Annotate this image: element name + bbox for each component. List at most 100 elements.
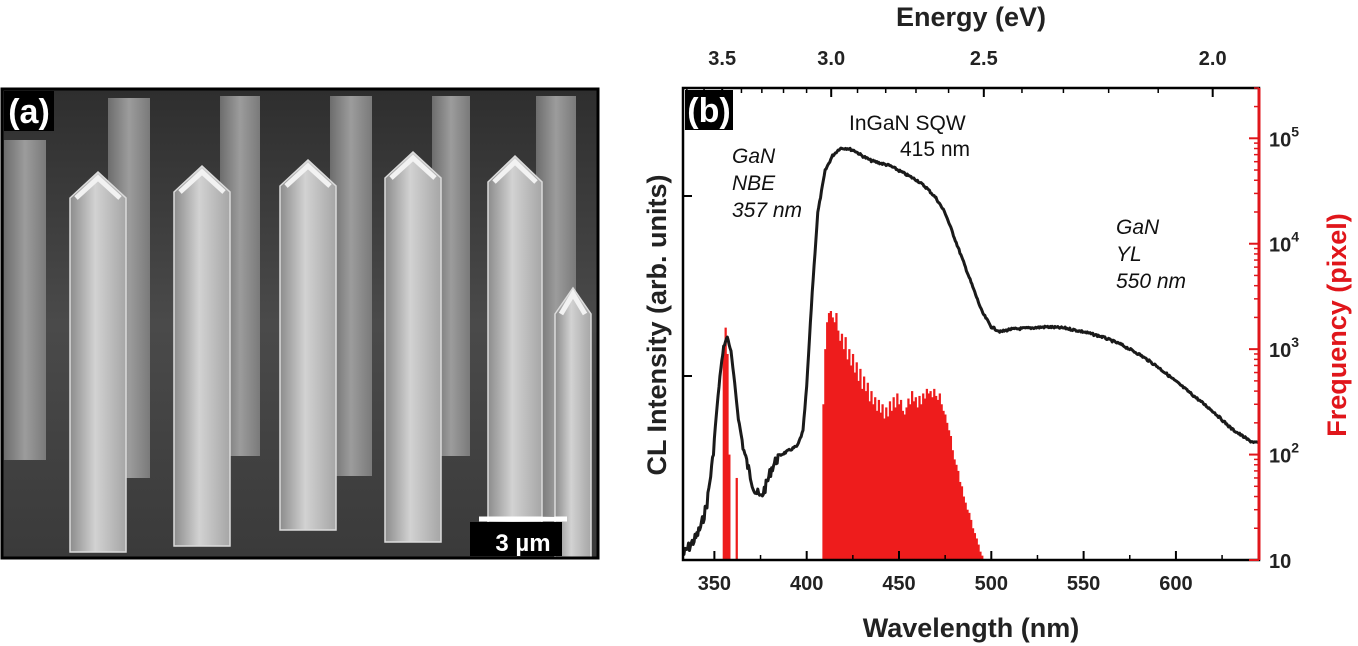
histogram-bar	[866, 382, 869, 560]
y2-tick-exponent: 3	[1291, 334, 1299, 350]
sem-pillar-tip	[492, 158, 538, 184]
annotation-sqw-line-2: 415 nm	[900, 138, 970, 161]
sem-pillar	[487, 154, 543, 547]
histogram-bar	[957, 470, 960, 560]
histogram-bar	[898, 404, 901, 560]
histogram-bar	[909, 404, 912, 560]
histogram-bar	[824, 349, 827, 560]
histogram-bar	[981, 555, 984, 560]
histogram-bar	[966, 509, 969, 560]
histogram-bar	[829, 311, 833, 560]
histogram-bar	[846, 359, 849, 560]
y2-tick-label: 105	[1269, 123, 1299, 151]
annotation-nbe-line-1: GaN	[732, 145, 776, 168]
y2-tick-exponent: 2	[1291, 440, 1299, 456]
y-axis-ticks	[683, 195, 692, 377]
sem-pillar-tip	[284, 162, 332, 188]
histogram-bar	[826, 322, 829, 560]
y2-tick-exponent: 4	[1291, 229, 1299, 245]
histogram-bar	[892, 397, 895, 560]
cl-spectrum-line	[682, 146, 1260, 557]
histogram-bar	[722, 349, 725, 560]
histogram-bar	[964, 502, 967, 560]
histogram-bar	[925, 388, 929, 560]
histogram-bar	[855, 362, 858, 560]
x-tick-label: 550	[1067, 573, 1100, 595]
x2-tick-label: 3.5	[708, 48, 736, 70]
annotation-nbe-line-3: 357 nm	[732, 199, 802, 222]
scale-bar-box	[470, 522, 562, 556]
histogram-bar	[887, 416, 890, 560]
histogram-bar	[877, 399, 881, 560]
y2-tick-exponent: 5	[1291, 123, 1299, 139]
histogram-bar	[949, 436, 953, 560]
histogram-bar	[960, 486, 964, 560]
histogram-bar	[911, 391, 914, 560]
histogram-bar	[868, 401, 871, 560]
histogram-bar	[848, 349, 851, 560]
histogram-bar	[975, 538, 978, 560]
histogram-bar	[953, 459, 956, 560]
histogram-bar	[874, 397, 877, 560]
histogram-bar	[962, 496, 965, 560]
scale-bar-label: 3 µm	[495, 530, 550, 557]
histogram-bar	[977, 544, 980, 560]
x-tick-label: 350	[698, 573, 731, 595]
histogram-bar	[951, 450, 954, 560]
y2-tick-label: 104	[1269, 229, 1299, 257]
histogram-bar	[899, 399, 903, 560]
y2-tick-base: 10	[1269, 129, 1291, 151]
annotation-yl-line-3: 550 nm	[1116, 270, 1186, 293]
panel-a-label: (a)	[8, 93, 50, 131]
histogram-bar	[973, 533, 977, 560]
histogram-bar	[837, 330, 840, 560]
histogram-bar	[971, 528, 975, 560]
y2-tick-base: 10	[1269, 551, 1291, 573]
annotation-yl: GaN YL 550 nm	[1116, 216, 1186, 293]
panel-b-chart: 350 400 450 500 550 600 3.5 3.0 2.5 2.0 10102103…	[642, 2, 1352, 643]
histogram-bar	[947, 430, 951, 560]
histogram-bar	[853, 372, 857, 560]
histogram-bar	[831, 317, 834, 560]
histogram-bar	[933, 388, 936, 560]
annotations: GaN NBE 357 nm InGaN SQW 415 nm GaN YL 5…	[732, 112, 1186, 293]
histogram-bar	[968, 512, 971, 560]
histogram-bar	[726, 353, 729, 560]
histogram-bar	[901, 410, 905, 560]
histogram-bar	[850, 365, 853, 560]
x2-tick-label: 2.0	[1199, 48, 1227, 70]
histogram-bar	[890, 410, 893, 560]
histogram-bar	[923, 398, 927, 560]
x2-axis-title: Energy (eV)	[896, 2, 1046, 32]
y2-tick-base: 10	[1269, 446, 1291, 468]
histogram-bar	[857, 380, 860, 560]
x-tick-label: 450	[882, 573, 915, 595]
histogram-bar	[970, 519, 973, 560]
histogram-bar	[959, 481, 962, 560]
histogram-bar	[935, 395, 938, 560]
panel-b-label: (b)	[687, 92, 730, 130]
histogram-bar	[916, 407, 919, 560]
histogram-bar	[894, 407, 897, 560]
x-tick-label: 400	[790, 573, 823, 595]
histogram-bar	[870, 391, 873, 560]
y2-tick-label: 102	[1269, 440, 1299, 468]
histogram-bar	[872, 404, 875, 560]
sem-pillar	[384, 150, 442, 543]
histogram-bar	[907, 398, 910, 560]
sem-nanowire-pillars	[4, 96, 592, 558]
histogram-bar	[922, 393, 925, 560]
x-axis-ticks: 350 400 450 500 550 600	[698, 551, 1223, 595]
panel-a-label-box	[4, 91, 54, 131]
sem-pillar-tip	[558, 289, 588, 316]
x-tick-label: 500	[975, 573, 1008, 595]
histogram-bar	[888, 401, 892, 560]
histogram-bar	[918, 395, 921, 560]
histogram-bar	[938, 393, 941, 560]
annotation-yl-line-1: GaN	[1116, 216, 1160, 239]
x2-tick-label: 2.5	[970, 48, 998, 70]
y2-axis-title: Frequency (pixel)	[1322, 213, 1352, 437]
panel-b-label-box	[685, 90, 733, 130]
sem-back-pillar	[4, 140, 46, 460]
